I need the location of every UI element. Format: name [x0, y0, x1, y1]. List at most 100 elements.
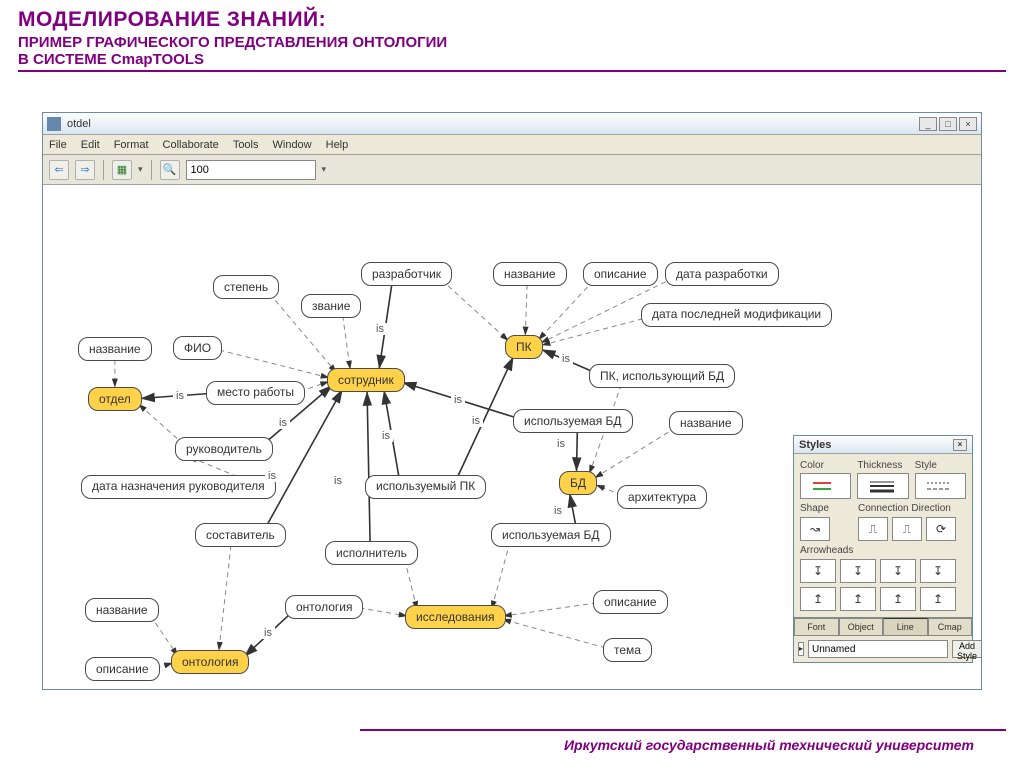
arrow-4[interactable]: ↧	[920, 559, 956, 583]
shape-curve[interactable]: ↝	[800, 517, 830, 541]
node-data_naznach[interactable]: дата назначения руководителя	[81, 475, 276, 499]
node-arhitektura[interactable]: архитектура	[617, 485, 707, 509]
node-razrabotchik[interactable]: разработчик	[361, 262, 452, 286]
node-sotrudnik[interactable]: сотрудник	[327, 368, 405, 392]
styles-title: Styles	[799, 439, 831, 451]
edge-ispolnitel-sotrudnik	[367, 391, 370, 542]
footer-text: Иркутский государственный технический ун…	[564, 737, 974, 753]
node-nazvanie2[interactable]: название	[85, 598, 159, 622]
window-title: otdel	[67, 118, 91, 130]
node-nazvanie3[interactable]: название	[493, 262, 567, 286]
arrow-6[interactable]: ↥	[840, 587, 876, 611]
close-button[interactable]: ×	[959, 117, 977, 131]
styles-panel[interactable]: Styles × Color Thickness Style Shape↝ Co…	[793, 435, 973, 663]
node-otdel[interactable]: отдел	[88, 387, 142, 411]
menu-format[interactable]: Format	[114, 139, 149, 151]
slide-title: МОДЕЛИРОВАНИЕ ЗНАНИЙ:	[18, 8, 1006, 32]
edge-ispolnitel-issledovaniya	[405, 560, 418, 611]
menu-edit[interactable]: Edit	[81, 139, 100, 151]
window-titlebar[interactable]: otdel _ □ ×	[43, 113, 981, 135]
maximize-button[interactable]: □	[939, 117, 957, 131]
tab-object[interactable]: Object	[839, 618, 884, 636]
conn-label: Connection Direction	[858, 503, 966, 514]
node-isp_pk[interactable]: используемый ПК	[365, 475, 486, 499]
node-data_mod[interactable]: дата последней модификации	[641, 303, 832, 327]
node-nazvanie1[interactable]: название	[78, 337, 152, 361]
back-button[interactable]: ⇐	[49, 160, 69, 180]
edge-nazvanie2-ontologiya_hl	[150, 615, 178, 656]
edge-opisanie3-issledovaniya	[503, 603, 597, 616]
arrow-8[interactable]: ↥	[920, 587, 956, 611]
node-rukovoditel_attr[interactable]: руководитель	[175, 437, 273, 461]
edge-rukovoditel_attr-otdel	[138, 404, 184, 445]
view-button[interactable]: ▦	[112, 160, 132, 180]
style-name-input[interactable]	[808, 640, 948, 658]
play-button[interactable]: ▸	[798, 642, 804, 656]
app-icon	[47, 117, 61, 131]
forward-button[interactable]: ⇒	[75, 160, 95, 180]
edge-label: is	[469, 415, 483, 427]
node-fio[interactable]: ФИО	[173, 336, 222, 360]
node-ispolnitel[interactable]: исполнитель	[325, 541, 418, 565]
menu-tools[interactable]: Tools	[233, 139, 259, 151]
node-opisanie3[interactable]: описание	[593, 590, 668, 614]
menu-window[interactable]: Window	[273, 139, 312, 151]
node-isp_bd[interactable]: используемая БД	[513, 409, 633, 433]
node-pk_bd[interactable]: ПК, использующий БД	[589, 364, 735, 388]
styles-close-button[interactable]: ×	[953, 439, 967, 451]
node-pk[interactable]: ПК	[505, 335, 543, 359]
tab-cmap[interactable]: Cmap	[928, 618, 973, 636]
node-issledovaniya[interactable]: исследования	[405, 605, 506, 629]
menu-help[interactable]: Help	[326, 139, 349, 151]
edge-label: is	[379, 430, 393, 442]
tab-line[interactable]: Line	[883, 618, 928, 636]
arrow-7[interactable]: ↥	[880, 587, 916, 611]
edge-label: is	[373, 323, 387, 335]
arrow-5[interactable]: ↥	[800, 587, 836, 611]
node-zvanie[interactable]: звание	[301, 294, 361, 318]
edge-isp_bd2-bd	[570, 493, 576, 525]
node-mesto[interactable]: место работы	[206, 381, 305, 405]
styles-tabs: Font Object Line Cmap	[794, 617, 972, 636]
window-controls: _ □ ×	[919, 117, 977, 131]
color-picker[interactable]	[800, 473, 851, 499]
edge-nazvanie4-bd	[594, 428, 675, 479]
edge-razrabotchik-pk	[441, 280, 508, 341]
conn-2[interactable]: ⎍	[892, 517, 922, 541]
menubar: File Edit Format Collaborate Tools Windo…	[43, 135, 981, 155]
edge-sostavitel-sotrudnik	[266, 389, 343, 527]
node-stepen[interactable]: степень	[213, 275, 279, 299]
arrow-2[interactable]: ↧	[840, 559, 876, 583]
edge-isp_pk-pk	[457, 356, 514, 478]
node-ontologiya[interactable]: онтология	[285, 595, 363, 619]
edge-opisanie1-pk	[538, 281, 593, 341]
styles-panel-header[interactable]: Styles ×	[794, 436, 972, 454]
thickness-picker[interactable]	[857, 473, 908, 499]
node-opisanie1[interactable]: описание	[583, 262, 658, 286]
edge-label: is	[261, 627, 275, 639]
conn-1[interactable]: ⎍	[858, 517, 888, 541]
zoom-icon[interactable]: 🔍	[160, 160, 180, 180]
toolbar-right-icon[interactable]	[955, 160, 975, 180]
canvas[interactable]: отдел название ФИО степень званиеразработчик…	[43, 185, 981, 689]
node-bd[interactable]: БД	[559, 471, 597, 495]
arrow-3[interactable]: ↧	[880, 559, 916, 583]
minimize-button[interactable]: _	[919, 117, 937, 131]
node-isp_bd2[interactable]: используемая БД	[491, 523, 611, 547]
node-nazvanie4[interactable]: название	[669, 411, 743, 435]
zoom-input[interactable]	[186, 160, 316, 180]
tab-font[interactable]: Font	[794, 618, 839, 636]
node-ontologiya_hl[interactable]: онтология	[171, 650, 249, 674]
menu-collaborate[interactable]: Collaborate	[163, 139, 219, 151]
style-picker[interactable]	[915, 473, 966, 499]
edge-data_mod-pk	[541, 316, 651, 345]
node-tema[interactable]: тема	[603, 638, 652, 662]
node-sostavitel[interactable]: составитель	[195, 523, 286, 547]
conn-3[interactable]: ⟳	[926, 517, 956, 541]
menu-file[interactable]: File	[49, 139, 67, 151]
arrow-1[interactable]: ↧	[800, 559, 836, 583]
node-data_razr[interactable]: дата разработки	[665, 262, 779, 286]
edge-tema-issledovaniya	[502, 619, 606, 648]
node-opisanie2[interactable]: описание	[85, 657, 160, 681]
add-style-button[interactable]: Add Style	[952, 640, 981, 658]
